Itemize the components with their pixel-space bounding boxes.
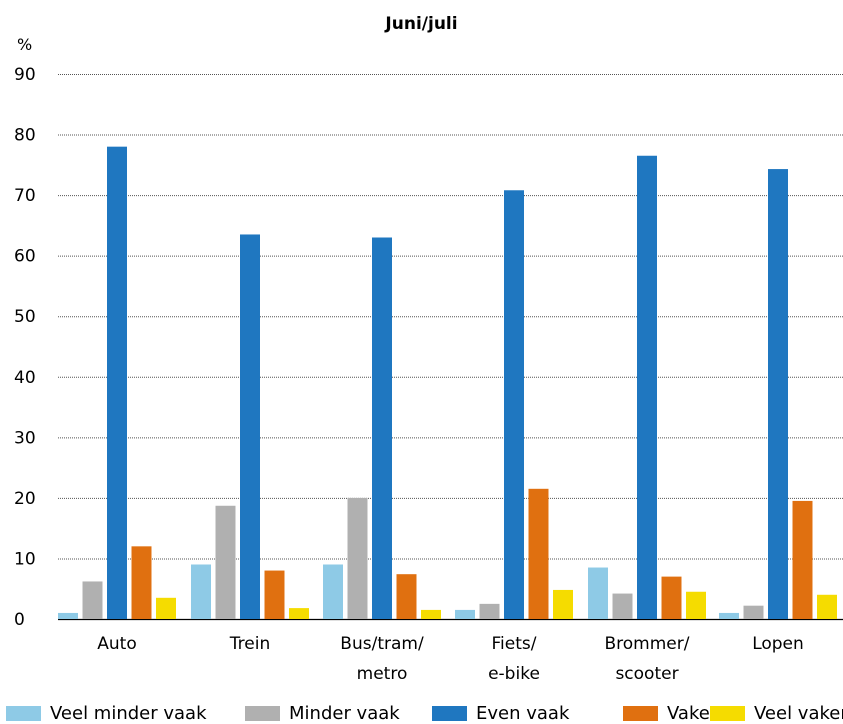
y-axis-label: %: [17, 35, 32, 54]
bar-2-5: [612, 593, 633, 619]
legend-item: Veel minder vaak: [6, 703, 207, 724]
legend-item: Veel vaker: [710, 703, 843, 724]
y-tick-label: 50: [14, 307, 36, 327]
bar-4-1: [131, 546, 152, 619]
bar-1-1: [58, 612, 78, 619]
bar-3-4: [504, 190, 524, 619]
legend-swatch: [6, 706, 41, 721]
bar-3-5: [637, 155, 657, 619]
bar-3-1: [107, 146, 127, 619]
legend-label: Veel minder vaak: [50, 703, 207, 724]
bar-5-2: [289, 608, 309, 619]
x-tick-label: Lopen: [752, 634, 804, 654]
y-tick-label: 90: [14, 65, 36, 85]
bar-3-6: [768, 169, 788, 620]
bar-4-3: [396, 574, 417, 619]
bar-5-6: [817, 594, 837, 619]
y-tick-label: 20: [14, 489, 36, 509]
legend-label: Minder vaak: [289, 703, 400, 724]
bar-2-2: [215, 505, 236, 619]
x-tick-label: Bus/tram/: [340, 634, 424, 654]
x-tick-label: metro: [357, 664, 408, 684]
legend-swatch: [710, 706, 745, 721]
bar-5-5: [686, 591, 706, 619]
y-tick-label: 0: [14, 610, 25, 630]
bar-4-2: [264, 570, 285, 619]
y-tick-label: 10: [14, 549, 36, 569]
bar-5-4: [553, 589, 573, 619]
bar-4-5: [661, 576, 682, 619]
bar-3-2: [240, 234, 260, 619]
bar-chart: % 0 10 20 30 40 50 60 70 80 90 Auto Trein Bus/tram/me…: [14, 35, 843, 684]
legend-swatch: [432, 706, 467, 721]
bar-2-1: [82, 581, 103, 619]
chart-title: Juni/juli: [385, 14, 458, 34]
y-tick-label: 30: [14, 428, 36, 448]
x-tick-label: Auto: [97, 634, 136, 654]
bar-4-4: [528, 488, 549, 619]
bar-2-3: [347, 497, 368, 619]
bar-1-5: [588, 567, 608, 619]
y-tick-label: 80: [14, 126, 36, 146]
bar-1-6: [719, 612, 739, 619]
x-tick-label: Trein: [229, 634, 270, 654]
x-tick-label: scooter: [615, 664, 678, 684]
bar-5-1: [156, 597, 176, 619]
y-tick-label: 40: [14, 368, 36, 388]
legend-label: Even vaak: [476, 703, 570, 724]
bar-1-4: [455, 609, 475, 619]
bar-4-6: [792, 500, 813, 619]
bar-1-2: [191, 564, 211, 619]
bar-1-3: [323, 564, 343, 619]
bar-2-6: [743, 605, 764, 619]
x-tick-label: Brommer/: [605, 634, 690, 654]
y-tick-label: 70: [14, 186, 36, 206]
bar-5-3: [421, 609, 441, 619]
legend-item: Vaker: [623, 703, 717, 724]
y-tick-label: 60: [14, 247, 36, 267]
chart-legend: Veel minder vaak Minder vaak Even vaak Vake…: [0, 703, 843, 724]
legend-label: Vaker: [667, 703, 718, 724]
x-tick-label: Fiets/: [492, 634, 537, 654]
bar-2-4: [479, 603, 500, 619]
x-tick-label: e-bike: [488, 664, 540, 684]
legend-item: Even vaak: [432, 703, 569, 724]
legend-swatch: [245, 706, 280, 721]
legend-swatch: [623, 706, 658, 721]
legend-label: Veel vaker: [754, 703, 843, 724]
bar-3-3: [372, 237, 392, 619]
legend-item: Minder vaak: [245, 703, 400, 724]
